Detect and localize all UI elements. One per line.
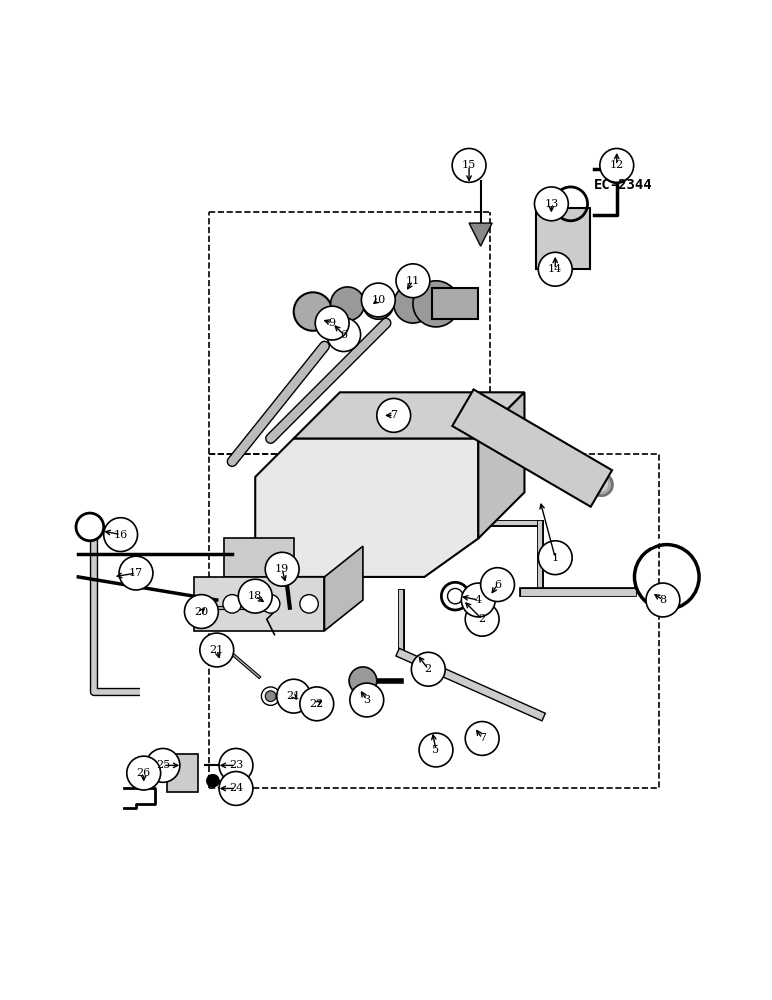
Circle shape [330,287,364,321]
Circle shape [262,687,279,705]
Circle shape [146,748,180,782]
Circle shape [538,541,572,575]
Circle shape [103,518,137,552]
Circle shape [311,695,322,705]
Text: 10: 10 [371,295,385,305]
Circle shape [538,252,572,286]
Text: 20: 20 [195,607,208,617]
Circle shape [466,602,499,636]
Polygon shape [194,577,324,631]
Text: 22: 22 [310,699,324,709]
Circle shape [300,595,318,613]
Polygon shape [452,389,612,507]
Polygon shape [167,754,198,792]
Circle shape [349,667,377,695]
Circle shape [361,283,395,317]
Text: 25: 25 [156,760,170,770]
Polygon shape [479,392,524,538]
Circle shape [307,691,326,709]
Circle shape [300,687,334,721]
Text: 21: 21 [210,645,224,655]
Text: 2: 2 [425,664,432,674]
Polygon shape [324,546,363,631]
Text: 19: 19 [275,564,290,574]
Circle shape [239,579,273,613]
Circle shape [603,155,631,183]
Text: 23: 23 [229,760,243,770]
Circle shape [266,552,299,586]
Polygon shape [432,288,479,319]
Polygon shape [256,438,479,577]
Text: 26: 26 [137,768,151,778]
Text: 6: 6 [340,330,347,340]
Circle shape [76,513,103,541]
Text: 2: 2 [479,614,486,624]
Circle shape [481,568,514,602]
Text: 14: 14 [548,264,562,274]
Text: EC-2344: EC-2344 [594,178,652,192]
Circle shape [394,285,432,323]
Circle shape [646,583,680,617]
Text: 11: 11 [406,276,420,286]
Circle shape [377,398,411,432]
Circle shape [466,722,499,755]
Circle shape [200,633,234,667]
Circle shape [315,306,349,340]
Polygon shape [469,223,493,246]
Circle shape [350,683,384,717]
Circle shape [462,583,495,617]
Text: 16: 16 [113,530,127,540]
Text: 6: 6 [494,580,501,590]
Text: 21: 21 [286,691,301,701]
Text: 9: 9 [329,318,336,328]
Circle shape [223,595,242,613]
Circle shape [534,187,568,221]
Text: 13: 13 [544,199,558,209]
Text: 7: 7 [479,733,486,743]
Text: 18: 18 [248,591,262,601]
Circle shape [277,679,310,713]
Text: 5: 5 [432,745,439,755]
Circle shape [413,281,459,327]
Circle shape [262,595,279,613]
Circle shape [219,748,253,782]
Circle shape [411,652,445,686]
Circle shape [363,288,394,319]
Text: 12: 12 [610,160,624,170]
Text: 1: 1 [552,553,559,563]
Text: 17: 17 [129,568,143,578]
Text: 24: 24 [229,783,243,793]
Circle shape [119,556,153,590]
Circle shape [396,264,430,298]
Circle shape [293,292,332,331]
Circle shape [419,733,453,767]
Circle shape [207,775,219,787]
Polygon shape [293,392,524,438]
Text: 7: 7 [390,410,397,420]
Circle shape [185,595,218,628]
Text: 4: 4 [475,595,482,605]
Polygon shape [225,538,293,577]
Circle shape [452,148,486,182]
Text: 8: 8 [659,595,666,605]
Polygon shape [536,208,590,269]
Circle shape [219,772,253,805]
Text: 15: 15 [462,160,476,170]
Circle shape [600,148,634,182]
Text: 3: 3 [363,695,371,705]
Circle shape [327,318,361,352]
Circle shape [127,756,161,790]
Circle shape [266,691,276,702]
